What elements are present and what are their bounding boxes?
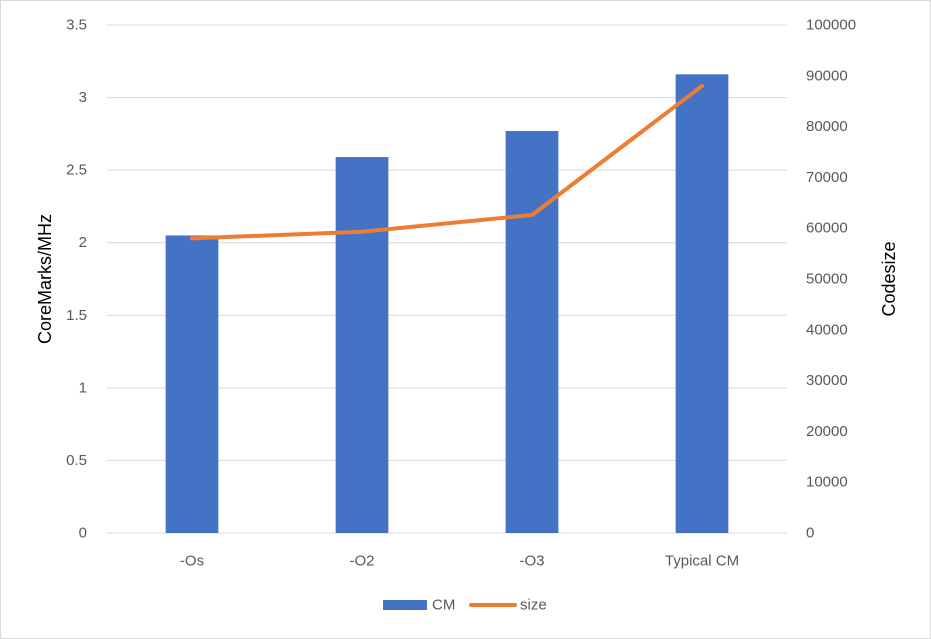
- left-tick-label: 3: [79, 89, 87, 106]
- right-tick-label: 0: [806, 525, 814, 542]
- right-tick-label: 20000: [806, 423, 848, 440]
- line-series-size: [190, 83, 704, 241]
- right-tick-label: 30000: [806, 372, 848, 389]
- size-point: [700, 83, 704, 88]
- left-tick-label: 0.5: [66, 452, 87, 469]
- left-tick-label: 2.5: [66, 162, 87, 179]
- category-label: -Os: [180, 553, 204, 570]
- legend-label-size: size: [520, 597, 547, 614]
- left-tick-label: 1.5: [66, 307, 87, 324]
- left-axis-ticks: 0 0.5 1 1.5 2 2.5 3 3.5: [66, 17, 87, 542]
- right-axis-ticks: 0 10000 20000 30000 40000 50000 60000 70000 8000…: [806, 17, 856, 542]
- left-tick-label: 2: [79, 234, 87, 251]
- bar-cm: [505, 130, 559, 533]
- right-tick-label: 10000: [806, 474, 848, 491]
- left-axis-title: CoreMarks/MHz: [35, 214, 55, 344]
- right-tick-label: 70000: [806, 169, 848, 186]
- size-point: [360, 229, 364, 234]
- right-tick-label: 40000: [806, 321, 848, 338]
- category-axis-labels: -Os -O2 -O3 Typical CM: [180, 553, 739, 570]
- gridlines: [107, 24, 787, 534]
- legend-swatch-cm: [383, 600, 427, 610]
- size-line: [190, 83, 704, 241]
- bar-cm: [675, 74, 729, 533]
- category-label: Typical CM: [665, 553, 739, 570]
- right-axis-title: Codesize: [879, 241, 899, 316]
- right-tick-label: 60000: [806, 220, 848, 237]
- right-tick-label: 100000: [806, 17, 856, 34]
- right-tick-label: 90000: [806, 67, 848, 84]
- left-tick-label: 3.5: [66, 17, 87, 34]
- left-tick-label: 0: [79, 525, 87, 542]
- legend-label-cm: CM: [432, 597, 455, 614]
- bar-cm: [335, 157, 389, 533]
- bar-cm: [165, 235, 219, 533]
- right-tick-label: 50000: [806, 271, 848, 288]
- left-tick-label: 1: [79, 379, 87, 396]
- category-label: -O2: [349, 553, 374, 570]
- category-label: -O3: [519, 553, 544, 570]
- bar-series-cm: [165, 74, 729, 533]
- legend: CM size: [383, 597, 547, 614]
- right-tick-label: 80000: [806, 118, 848, 135]
- size-point: [530, 212, 534, 217]
- size-point: [190, 236, 194, 241]
